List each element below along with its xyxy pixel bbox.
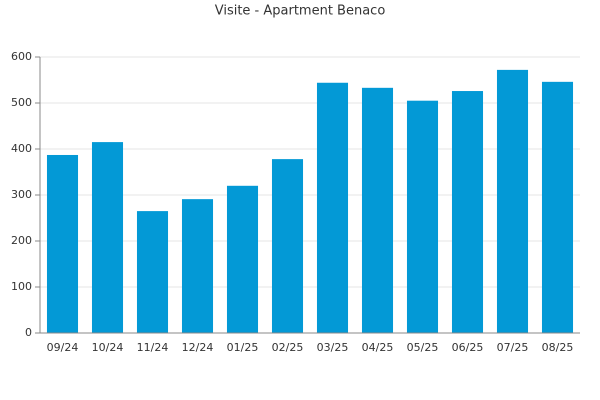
y-tick-label: 0: [25, 326, 32, 339]
x-tick-label: 03/25: [317, 341, 349, 354]
x-tick-label: 10/24: [92, 341, 124, 354]
x-tick-label: 04/25: [362, 341, 394, 354]
bar: [361, 87, 394, 333]
y-tick-label: 200: [11, 234, 32, 247]
bar: [91, 142, 124, 333]
bar: [181, 199, 214, 333]
bar: [136, 211, 169, 333]
x-tick-label: 07/25: [497, 341, 529, 354]
bar: [226, 185, 259, 333]
y-tick-label: 600: [11, 50, 32, 63]
bar: [451, 91, 484, 333]
bar: [271, 159, 304, 333]
x-tick-label: 12/24: [182, 341, 214, 354]
y-tick-label: 300: [11, 188, 32, 201]
x-tick-label: 06/25: [452, 341, 484, 354]
x-tick-label: 09/24: [47, 341, 79, 354]
x-tick-label: 05/25: [407, 341, 439, 354]
bar: [541, 81, 574, 333]
x-tick-label: 08/25: [542, 341, 574, 354]
bar: [316, 82, 349, 333]
bar: [406, 100, 439, 333]
y-tick-label: 400: [11, 142, 32, 155]
y-tick-label: 100: [11, 280, 32, 293]
x-tick-label: 02/25: [272, 341, 304, 354]
chart-title: Visite - Apartment Benaco: [215, 4, 386, 19]
x-tick-label: 11/24: [137, 341, 169, 354]
bar: [496, 69, 529, 333]
y-tick-label: 500: [11, 96, 32, 109]
bar: [46, 154, 79, 333]
x-tick-label: 01/25: [227, 341, 259, 354]
